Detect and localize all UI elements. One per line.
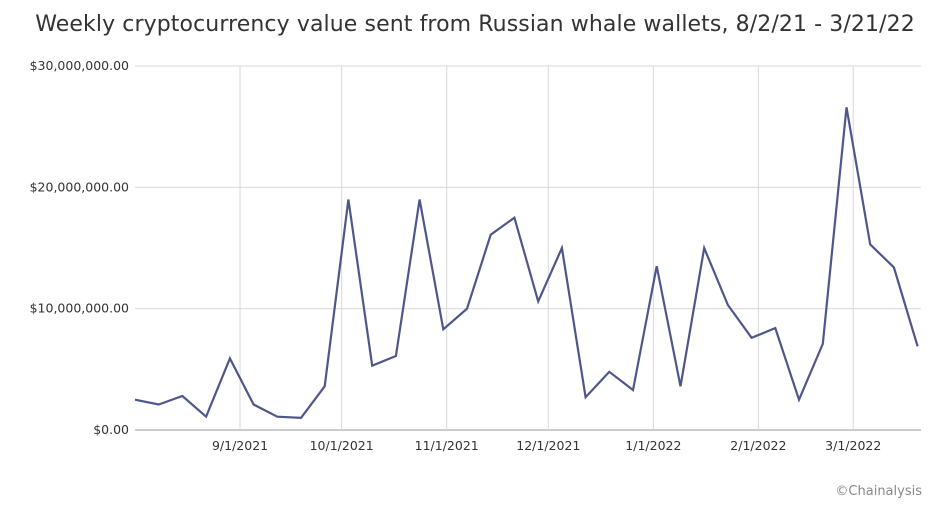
data-point xyxy=(156,402,162,408)
data-point xyxy=(322,383,328,389)
chainalysis-credit: ©Chainalysis xyxy=(835,484,922,499)
series-line xyxy=(134,107,919,420)
data-point xyxy=(915,343,921,349)
data-point xyxy=(677,383,683,389)
data-point xyxy=(772,325,778,331)
data-point xyxy=(251,402,257,408)
data-point xyxy=(796,397,802,403)
data-point xyxy=(393,353,399,359)
data-point xyxy=(132,397,138,403)
y-tick-label: $20,000,000.00 xyxy=(30,179,129,194)
data-point xyxy=(179,393,185,399)
data-point xyxy=(606,369,612,375)
y-tick-label: $10,000,000.00 xyxy=(30,301,129,316)
data-point xyxy=(583,394,589,400)
data-point xyxy=(369,363,375,369)
data-point xyxy=(749,335,755,341)
chart-title: Weekly cryptocurrency value sent from Ru… xyxy=(35,12,915,37)
grid-layer xyxy=(135,65,921,431)
x-tick-label: 9/1/2021 xyxy=(212,438,268,453)
data-point xyxy=(345,196,351,202)
data-point xyxy=(725,302,731,308)
x-tick-label: 2/1/2022 xyxy=(730,438,786,453)
x-tick-label: 10/1/2021 xyxy=(310,438,374,453)
data-point xyxy=(488,232,494,238)
x-tick-label: 12/1/2021 xyxy=(516,438,580,453)
data-point xyxy=(511,215,517,221)
axis-layer: $0.00 $10,000,000.00 $20,000,000.00 $30,000… xyxy=(30,58,882,453)
data-point xyxy=(630,387,636,393)
x-tick-label: 1/1/2022 xyxy=(625,438,681,453)
data-point xyxy=(203,414,209,420)
data-point xyxy=(654,263,660,269)
series-layer xyxy=(132,104,921,421)
data-point xyxy=(701,245,707,251)
data-point xyxy=(535,298,541,304)
x-tick-label: 3/1/2022 xyxy=(825,438,881,453)
y-tick-label: $0.00 xyxy=(93,422,129,437)
data-point xyxy=(298,415,304,421)
data-point xyxy=(559,245,565,251)
data-point xyxy=(891,264,897,270)
y-tick-label: $30,000,000.00 xyxy=(30,58,129,73)
data-point xyxy=(440,326,446,332)
data-point xyxy=(464,306,470,312)
data-point xyxy=(820,341,826,347)
data-point xyxy=(843,104,849,110)
x-tick-label: 11/1/2021 xyxy=(415,438,479,453)
data-point xyxy=(227,355,233,361)
data-point xyxy=(417,196,423,202)
data-point xyxy=(274,414,280,420)
data-point xyxy=(867,241,873,247)
